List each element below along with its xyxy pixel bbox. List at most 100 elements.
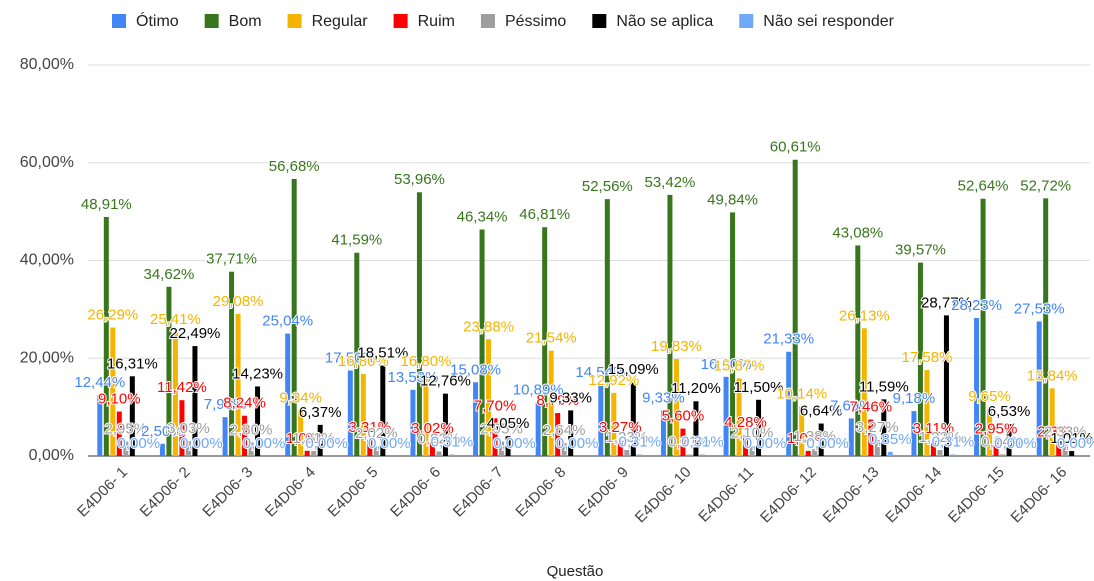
- data-label: 2,80%: [230, 421, 273, 438]
- data-label: 0,31%: [668, 433, 711, 450]
- data-label: 13,84%: [1027, 367, 1078, 384]
- bar: [1062, 444, 1068, 456]
- bar: [736, 378, 742, 456]
- bar: [97, 395, 103, 456]
- bar: [185, 441, 191, 456]
- bar: [561, 443, 567, 456]
- data-label: 37,71%: [206, 251, 257, 268]
- data-label: 16,80%: [401, 353, 452, 370]
- data-label: 12,92%: [588, 372, 639, 389]
- legend-label: Ruim: [418, 13, 455, 30]
- bar: [110, 327, 116, 456]
- x-tick-label: E4D06- 13: [820, 464, 883, 527]
- x-tick-label: E4D06- 8: [512, 464, 569, 521]
- bar: [624, 449, 630, 456]
- data-label: 2,33%: [1044, 424, 1087, 441]
- data-label: 3,31%: [349, 419, 392, 436]
- data-label: 2,64%: [543, 422, 586, 439]
- bar: [1000, 454, 1006, 456]
- data-label: 3,03%: [167, 420, 210, 437]
- bar: [848, 418, 854, 456]
- bar: [568, 410, 574, 456]
- data-label: 48,91%: [81, 196, 132, 213]
- x-tick-label: E4D06- 15: [945, 464, 1008, 527]
- legend-swatch: [480, 14, 495, 28]
- data-label: 9,33%: [642, 389, 685, 406]
- data-label: 2,95%: [480, 421, 523, 438]
- x-tick-label: E4D06- 4: [262, 464, 319, 521]
- bar: [367, 439, 373, 456]
- bar: [1056, 444, 1062, 456]
- x-tick-label: E4D06- 9: [575, 464, 632, 521]
- bar: [611, 392, 617, 456]
- bar: [699, 454, 705, 456]
- bar: [749, 445, 755, 456]
- data-label: 0,00%: [305, 435, 348, 452]
- bar: [673, 359, 679, 456]
- bar: [680, 428, 686, 456]
- bar: [423, 373, 429, 456]
- data-label: 52,64%: [958, 178, 1009, 195]
- bar: [723, 376, 729, 456]
- bar: [686, 454, 692, 456]
- data-label: 6,53%: [988, 403, 1031, 420]
- bar: [298, 410, 304, 456]
- data-label: 12,44%: [74, 374, 125, 391]
- bar: [429, 441, 435, 456]
- data-label: 28,77%: [921, 294, 972, 311]
- data-label: 7,69%: [830, 397, 873, 414]
- data-label: 52,72%: [1020, 177, 1071, 194]
- data-label: 5,60%: [662, 408, 705, 425]
- data-label: 0,00%: [556, 435, 599, 452]
- y-tick-label: 60,00%: [20, 154, 74, 171]
- data-label: 26,13%: [839, 307, 890, 324]
- bar: [492, 418, 498, 456]
- data-label: 3,27%: [599, 419, 642, 436]
- bar: [235, 313, 241, 456]
- bar: [449, 454, 455, 456]
- data-label: 0,00%: [368, 435, 411, 452]
- legend-swatch: [592, 14, 607, 28]
- y-tick-label: 0,00%: [29, 447, 74, 464]
- data-label: 8,79%: [536, 392, 579, 409]
- data-label: 0,00%: [994, 435, 1037, 452]
- data-label: 0,00%: [118, 435, 161, 452]
- data-label: 0,00%: [1057, 435, 1094, 452]
- x-tick-label: E4D06- 2: [137, 464, 194, 521]
- bar: [548, 350, 554, 456]
- data-label: 11,50%: [734, 379, 784, 396]
- data-label: 3,27%: [856, 419, 899, 436]
- data-label: 3,11%: [913, 420, 954, 437]
- data-label: 25,04%: [262, 313, 313, 330]
- bar: [436, 451, 442, 456]
- data-label: 15,09%: [608, 361, 659, 378]
- data-label: 2,35%: [1037, 423, 1080, 440]
- data-label: 19,83%: [651, 338, 702, 355]
- bar: [311, 451, 317, 456]
- bar: [542, 227, 548, 456]
- data-label: 9,34%: [279, 389, 322, 406]
- data-label: 2,10%: [731, 425, 774, 442]
- bar: [617, 440, 623, 456]
- bar: [172, 331, 178, 456]
- x-tick-label: E4D06- 11: [695, 464, 757, 526]
- data-label: 0,00%: [806, 435, 849, 452]
- data-label: 0,92%: [418, 430, 461, 447]
- bar: [974, 318, 980, 456]
- bar: [116, 411, 122, 456]
- bar: [792, 159, 798, 457]
- x-tick-label: E4D06- 6: [387, 464, 444, 521]
- bar: [786, 351, 792, 456]
- x-tick-label: E4D06- 14: [882, 464, 945, 527]
- data-label: 13,53%: [388, 369, 439, 386]
- data-label: 52,56%: [582, 178, 633, 195]
- legend-swatch: [112, 14, 126, 28]
- x-tick-label: E4D06- 1: [74, 464, 131, 521]
- data-label: 11,20%: [671, 380, 721, 397]
- data-label: 9,18%: [893, 390, 936, 407]
- bar: [410, 389, 416, 456]
- data-label: 1,38%: [793, 428, 836, 445]
- data-label: 11,59%: [859, 378, 909, 395]
- data-label: 53,96%: [394, 171, 445, 188]
- data-label: 27,53%: [1014, 300, 1065, 317]
